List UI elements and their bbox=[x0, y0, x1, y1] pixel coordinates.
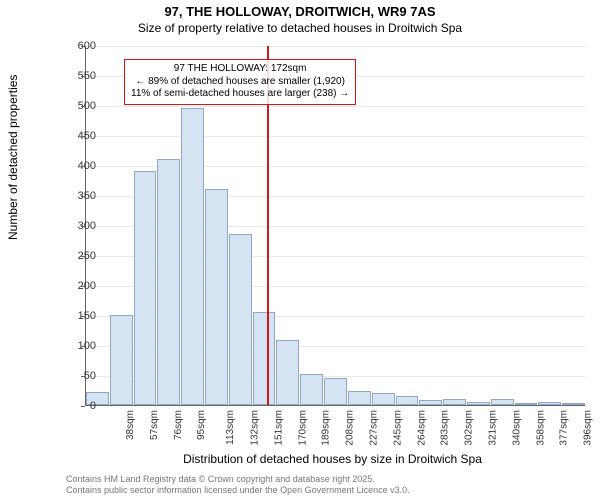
annotation-line-2: ← 89% of detached houses are smaller (1,… bbox=[131, 76, 349, 89]
histogram-bar bbox=[300, 374, 323, 405]
histogram-bar bbox=[348, 391, 371, 405]
y-tick-label: 450 bbox=[46, 130, 96, 142]
x-tick-label: 76sqm bbox=[173, 410, 184, 440]
x-tick-label: 302sqm bbox=[464, 410, 475, 446]
y-tick-label: 250 bbox=[46, 250, 96, 262]
y-tick-label: 500 bbox=[46, 100, 96, 112]
histogram-bar bbox=[467, 402, 490, 405]
histogram-bar bbox=[205, 189, 228, 405]
x-tick-label: 245sqm bbox=[392, 410, 403, 446]
annotation-line-3: 11% of semi-detached houses are larger (… bbox=[131, 88, 349, 101]
gridline bbox=[86, 136, 585, 137]
x-tick-label: 151sqm bbox=[273, 410, 284, 446]
y-tick-label: 550 bbox=[46, 70, 96, 82]
footer-attribution: Contains HM Land Registry data © Crown c… bbox=[66, 474, 410, 496]
histogram-bar bbox=[324, 378, 347, 405]
y-tick-mark bbox=[81, 406, 85, 407]
x-tick-label: 321sqm bbox=[488, 410, 499, 446]
chart-title-block: 97, THE HOLLOWAY, DROITWICH, WR9 7AS Siz… bbox=[0, 4, 600, 35]
histogram-bar bbox=[538, 402, 561, 405]
y-tick-label: 100 bbox=[46, 340, 96, 352]
histogram-bar bbox=[396, 396, 419, 405]
histogram-bar bbox=[372, 393, 395, 405]
annotation-line-1: 97 THE HOLLOWAY: 172sqm bbox=[131, 63, 349, 76]
y-tick-label: 350 bbox=[46, 190, 96, 202]
y-tick-label: 50 bbox=[46, 370, 96, 382]
x-axis-label: Distribution of detached houses by size … bbox=[85, 452, 580, 466]
x-tick-label: 227sqm bbox=[369, 410, 380, 446]
y-tick-mark bbox=[81, 196, 85, 197]
plot-area: 97 THE HOLLOWAY: 172sqm← 89% of detached… bbox=[85, 46, 585, 406]
histogram-bar bbox=[276, 340, 299, 405]
y-tick-label: 600 bbox=[46, 40, 96, 52]
chart-title-main: 97, THE HOLLOWAY, DROITWICH, WR9 7AS bbox=[0, 4, 600, 19]
chart-title-sub: Size of property relative to detached ho… bbox=[0, 21, 600, 35]
x-tick-label: 358sqm bbox=[535, 410, 546, 446]
x-tick-label: 396sqm bbox=[583, 410, 594, 446]
x-tick-label: 57sqm bbox=[149, 410, 160, 440]
y-tick-mark bbox=[81, 136, 85, 137]
histogram-bar bbox=[491, 399, 514, 405]
y-tick-mark bbox=[81, 76, 85, 77]
x-tick-label: 95sqm bbox=[196, 410, 207, 440]
y-tick-mark bbox=[81, 166, 85, 167]
y-tick-mark bbox=[81, 346, 85, 347]
histogram-bar bbox=[229, 234, 252, 405]
x-tick-label: 132sqm bbox=[250, 410, 261, 446]
histogram-bar bbox=[181, 108, 204, 405]
histogram-bar bbox=[157, 159, 180, 405]
x-tick-label: 340sqm bbox=[511, 410, 522, 446]
histogram-bar bbox=[515, 403, 538, 405]
x-tick-label: 208sqm bbox=[345, 410, 356, 446]
x-tick-label: 264sqm bbox=[416, 410, 427, 446]
x-tick-label: 283sqm bbox=[440, 410, 451, 446]
gridline bbox=[86, 46, 585, 47]
gridline bbox=[86, 106, 585, 107]
y-tick-mark bbox=[81, 106, 85, 107]
histogram-bar bbox=[134, 171, 157, 405]
y-tick-label: 400 bbox=[46, 160, 96, 172]
y-tick-mark bbox=[81, 316, 85, 317]
annotation-box: 97 THE HOLLOWAY: 172sqm← 89% of detached… bbox=[124, 59, 356, 105]
x-tick-label: 377sqm bbox=[559, 410, 570, 446]
footer-line-1: Contains HM Land Registry data © Crown c… bbox=[66, 474, 410, 485]
x-tick-label: 170sqm bbox=[297, 410, 308, 446]
y-axis-label: Number of detached properties bbox=[6, 75, 20, 240]
x-tick-label: 189sqm bbox=[321, 410, 332, 446]
histogram-bar bbox=[253, 312, 276, 405]
y-tick-label: 300 bbox=[46, 220, 96, 232]
y-tick-label: 150 bbox=[46, 310, 96, 322]
y-tick-mark bbox=[81, 46, 85, 47]
histogram-bar bbox=[419, 400, 442, 405]
y-tick-mark bbox=[81, 286, 85, 287]
y-tick-label: 200 bbox=[46, 280, 96, 292]
footer-line-2: Contains public sector information licen… bbox=[66, 485, 410, 496]
y-tick-mark bbox=[81, 226, 85, 227]
x-tick-label: 38sqm bbox=[125, 410, 136, 440]
y-tick-mark bbox=[81, 376, 85, 377]
histogram-bar bbox=[110, 315, 133, 405]
histogram-bar bbox=[562, 403, 585, 405]
y-tick-mark bbox=[81, 256, 85, 257]
x-tick-label: 113sqm bbox=[225, 410, 236, 445]
y-tick-label: 0 bbox=[46, 400, 96, 412]
histogram-bar bbox=[443, 399, 466, 405]
